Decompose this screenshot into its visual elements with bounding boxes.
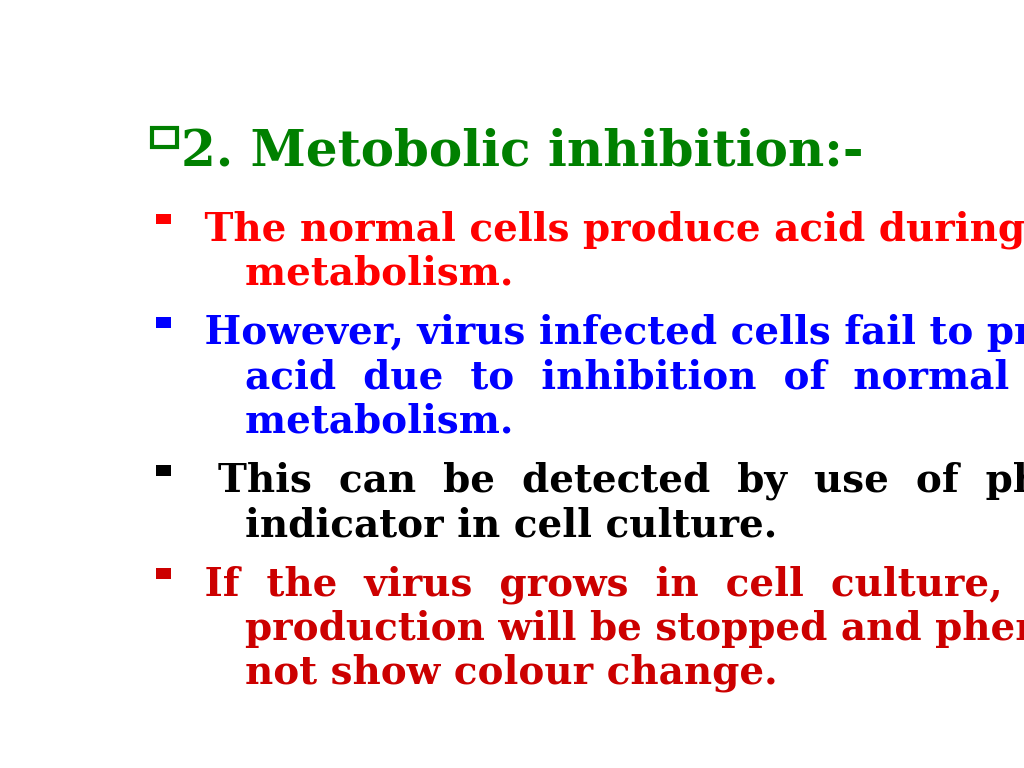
FancyBboxPatch shape [156, 214, 171, 224]
Text: production will be stopped and phenol red will: production will be stopped and phenol re… [191, 610, 1024, 647]
Text: This  can  be  detected  by  use  of  phenol  red: This can be detected by use of phenol re… [191, 462, 1024, 500]
Text: metabolism.: metabolism. [191, 402, 514, 441]
Text: not show colour change.: not show colour change. [191, 654, 778, 693]
Text: acid  due  to  inhibition  of  normal  cellular: acid due to inhibition of normal cellula… [191, 358, 1024, 396]
FancyBboxPatch shape [152, 127, 177, 147]
Text: indicator in cell culture.: indicator in cell culture. [191, 506, 778, 544]
Text: However, virus infected cells fail to produce: However, virus infected cells fail to pr… [191, 314, 1024, 352]
FancyBboxPatch shape [156, 465, 171, 475]
Text: metabolism.: metabolism. [191, 255, 514, 293]
Text: The normal cells produce acid during normal: The normal cells produce acid during nor… [191, 210, 1024, 249]
FancyBboxPatch shape [156, 317, 171, 328]
Text: 2. Metobolic inhibition:-: 2. Metobolic inhibition:- [181, 127, 864, 177]
FancyBboxPatch shape [156, 568, 171, 579]
Text: If  the  virus  grows  in  cell  culture,  acid: If the virus grows in cell culture, acid [191, 565, 1024, 604]
